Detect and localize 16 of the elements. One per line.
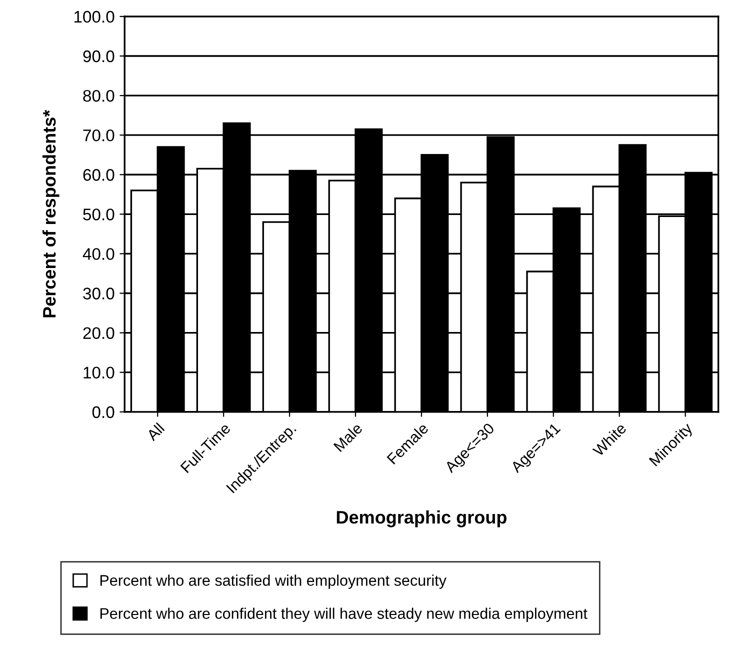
y-tick-label: 90.0 [83, 50, 114, 62]
y-tick-label: 20.0 [83, 327, 114, 339]
y-tick-label: 70.0 [83, 129, 114, 142]
legend-label: Percent who are confident they will have steady new media employment [100, 608, 588, 622]
y-tick-label: 0.0 [92, 406, 114, 418]
y-tick-label: 80.0 [83, 90, 114, 102]
x-axis-title: Demographic group [336, 510, 507, 528]
y-tick-label: 30.0 [83, 288, 114, 300]
y-tick-label: 40.0 [82, 248, 114, 260]
y-tick-label: 60.0 [83, 169, 114, 181]
y-tick-label: 50.0 [83, 208, 114, 220]
legend-label: Percent who are satisfied with employment security [100, 574, 446, 589]
y-tick-label: 100.0 [74, 10, 114, 23]
x-tick-label: All [146, 422, 165, 442]
y-axis-title: Percent of respondents* [42, 110, 60, 318]
y-tick-label: 10.0 [84, 366, 114, 379]
